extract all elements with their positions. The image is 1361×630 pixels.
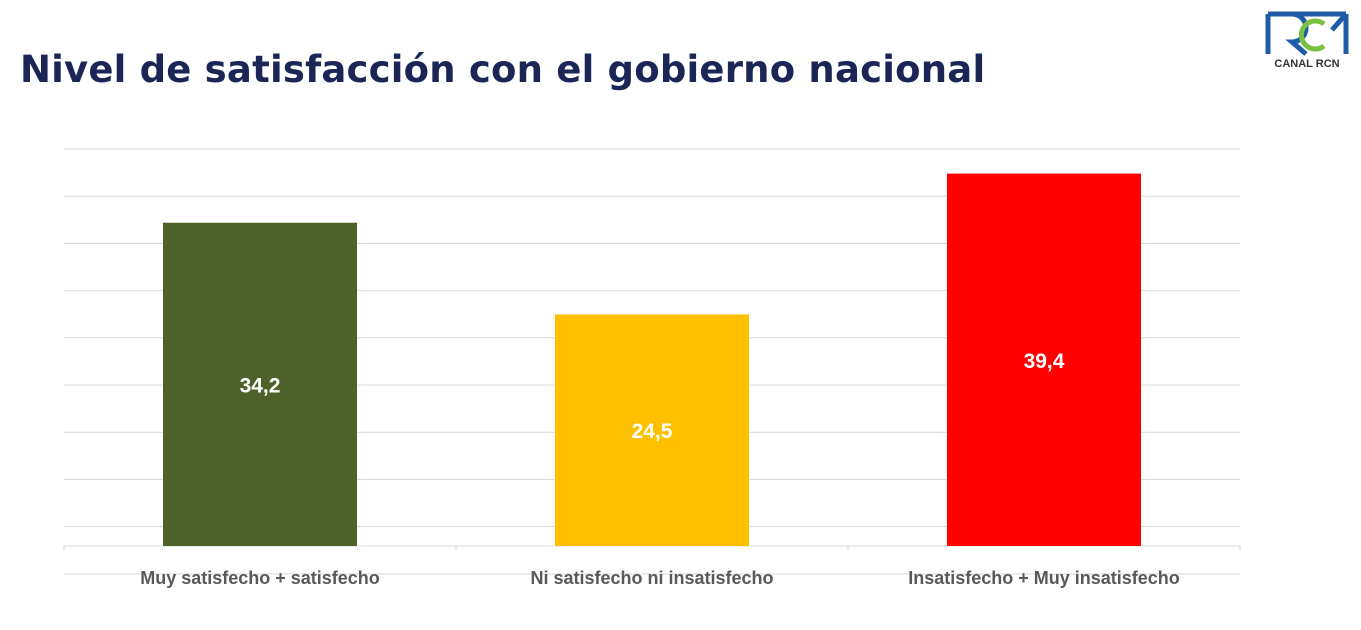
canal-rcn-logo: CANAL RCN bbox=[1262, 10, 1352, 74]
category-label: Muy satisfecho + satisfecho bbox=[140, 568, 380, 588]
category-label: Ni satisfecho ni insatisfecho bbox=[530, 568, 773, 588]
bar-1 bbox=[163, 222, 357, 546]
bar-3 bbox=[947, 173, 1141, 547]
bar-2 bbox=[555, 314, 749, 546]
logo-text: CANAL RCN bbox=[1274, 58, 1340, 70]
category-label: Insatisfecho + Muy insatisfecho bbox=[908, 568, 1180, 588]
data-label: 24,5 bbox=[632, 420, 673, 443]
rcn-logo-icon bbox=[1265, 11, 1349, 56]
data-label: 39,4 bbox=[1024, 350, 1065, 373]
page-title: Nivel de satisfacción con el gobierno na… bbox=[20, 48, 986, 91]
data-label: 34,2 bbox=[240, 374, 281, 397]
